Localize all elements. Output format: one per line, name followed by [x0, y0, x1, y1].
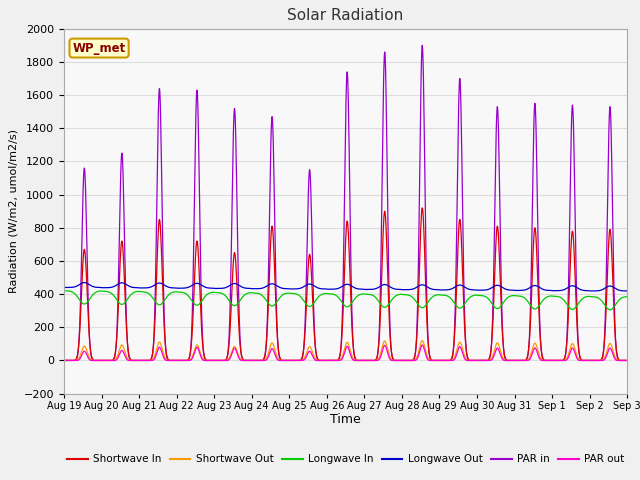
Longwave In [184, 293, 192, 299]
Shortwave Out [184, 358, 192, 363]
Line: Shortwave Out: Shortwave Out [64, 341, 627, 360]
PAR out [433, 358, 440, 363]
PAR in [184, 358, 192, 363]
PAR in [525, 341, 533, 347]
Line: PAR in: PAR in [64, 46, 627, 360]
Legend: Shortwave In, Shortwave Out, Longwave In, Longwave Out, PAR in, PAR out: Shortwave In, Shortwave Out, Longwave In… [63, 450, 628, 468]
Shortwave In [623, 358, 631, 363]
Shortwave In [419, 205, 426, 211]
Shortwave Out [295, 358, 303, 363]
Shortwave In [281, 358, 289, 363]
X-axis label: Time: Time [330, 413, 361, 426]
PAR in [60, 358, 68, 363]
Shortwave Out [60, 358, 68, 363]
Longwave In [281, 291, 289, 297]
Title: Solar Radiation: Solar Radiation [287, 9, 404, 24]
Longwave Out [573, 285, 581, 291]
PAR in [573, 325, 581, 331]
PAR in [433, 358, 440, 363]
Shortwave In [525, 342, 533, 348]
PAR out [184, 358, 192, 363]
PAR in [623, 358, 631, 363]
Shortwave Out [525, 356, 533, 361]
Longwave Out [623, 288, 631, 294]
PAR in [281, 358, 289, 363]
Y-axis label: Radiation (W/m2, umol/m2/s): Radiation (W/m2, umol/m2/s) [8, 129, 18, 293]
Shortwave In [295, 358, 303, 363]
Shortwave In [573, 332, 581, 338]
PAR out [573, 356, 581, 362]
Longwave In [60, 288, 68, 294]
Shortwave Out [573, 354, 581, 360]
Shortwave Out [623, 358, 631, 363]
Shortwave Out [281, 358, 289, 363]
Longwave In [606, 307, 614, 312]
PAR out [525, 357, 533, 363]
PAR out [281, 358, 289, 363]
PAR out [419, 342, 426, 348]
Longwave In [295, 292, 303, 298]
Longwave Out [185, 284, 193, 290]
PAR out [60, 358, 68, 363]
PAR in [295, 358, 303, 363]
Shortwave Out [433, 358, 440, 363]
PAR in [419, 43, 426, 48]
Line: PAR out: PAR out [64, 345, 627, 360]
Line: Shortwave In: Shortwave In [64, 208, 627, 360]
Longwave Out [587, 288, 595, 294]
Shortwave In [184, 357, 192, 362]
Text: WP_met: WP_met [72, 42, 125, 55]
Shortwave Out [419, 338, 426, 344]
Longwave In [525, 300, 532, 306]
Longwave Out [295, 286, 303, 291]
Longwave In [432, 292, 440, 298]
Shortwave In [433, 358, 440, 363]
Longwave Out [282, 286, 289, 291]
PAR out [623, 358, 631, 363]
Longwave In [623, 294, 631, 300]
Longwave Out [433, 287, 440, 292]
Longwave Out [525, 285, 533, 291]
Line: Longwave Out: Longwave Out [64, 283, 627, 291]
PAR out [295, 358, 303, 363]
Longwave In [573, 302, 581, 308]
Longwave Out [60, 285, 68, 290]
Line: Longwave In: Longwave In [64, 291, 627, 310]
Shortwave In [60, 358, 68, 363]
Longwave Out [81, 280, 88, 286]
